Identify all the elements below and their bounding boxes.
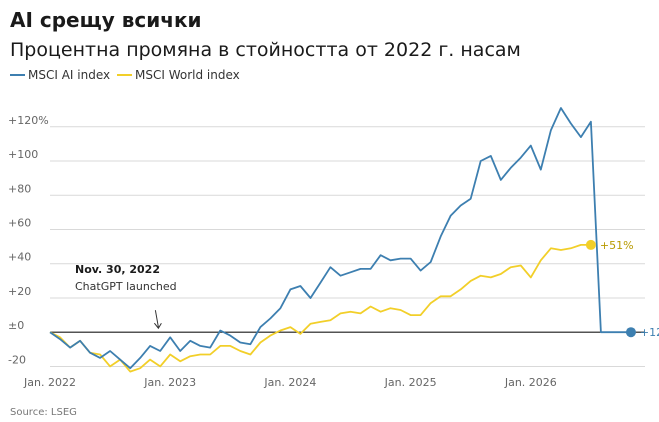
grid — [50, 126, 645, 367]
legend-label-world: MSCI World index — [135, 68, 240, 82]
x-tick-label: Jan. 2023 — [143, 376, 196, 389]
y-tick-label: +100 — [8, 148, 38, 161]
legend: MSCI AI index MSCI World index — [10, 68, 240, 82]
y-axis: +120% +100 +80 +60 +40 +20 ±0 -20 — [8, 114, 49, 367]
legend-label-ai: MSCI AI index — [28, 68, 110, 82]
x-tick-label: Jan. 2022 — [23, 376, 76, 389]
y-tick-label: -20 — [8, 353, 26, 366]
series-end-label-1: +51% — [600, 239, 634, 252]
y-tick-label: +80 — [8, 182, 31, 195]
x-tick-label: Jan. 2026 — [504, 376, 557, 389]
source-note: Source: LSEG — [10, 407, 77, 418]
y-tick-label: +120% — [8, 114, 49, 127]
series-line-1 — [49, 244, 591, 373]
x-tick-label: Jan. 2024 — [263, 376, 316, 389]
series-line-0 — [49, 107, 631, 370]
y-tick-label: +20 — [8, 285, 31, 298]
annotation: Nov. 30, 2022 ChatGPT launched — [75, 263, 177, 330]
y-tick-label: +40 — [8, 251, 31, 264]
annotation-arrow — [153, 310, 162, 330]
series-ends: +51% +123% — [585, 239, 659, 339]
series-end-marker-1 — [585, 239, 596, 250]
y-tick-label: ±0 — [8, 319, 24, 332]
series-end-marker-0 — [625, 327, 636, 338]
x-axis: Jan. 2022 Jan. 2023 Jan. 2024 Jan. 2025 Jan.… — [23, 376, 557, 389]
chart-subtitle: Процентна промяна в стойността от 2022 г… — [10, 39, 521, 61]
annotation-text: ChatGPT launched — [75, 280, 177, 293]
chart-title: AI срещу всички — [10, 8, 202, 32]
x-tick-label: Jan. 2025 — [384, 376, 437, 389]
series-end-label-0: +123% — [640, 326, 659, 339]
y-tick-label: +60 — [8, 217, 31, 230]
annotation-date: Nov. 30, 2022 — [75, 263, 160, 276]
series-lines — [49, 107, 631, 373]
